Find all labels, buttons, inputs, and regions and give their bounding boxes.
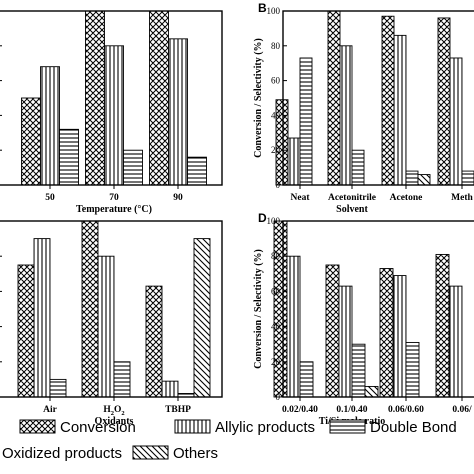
bar-double-bond-0 xyxy=(299,57,313,186)
legend-label: Others xyxy=(173,445,218,462)
bar-double-bond-1 xyxy=(113,361,131,398)
legend-label: Conversion xyxy=(60,419,136,436)
bar-allylic-products-3 xyxy=(448,285,463,398)
legend-swatch xyxy=(19,419,56,434)
y-tick-label: 20 xyxy=(271,357,281,367)
y-axis-label: Conversion / Selectivity (%) xyxy=(253,249,264,369)
y-tick-label: 100 xyxy=(267,216,281,226)
bar-allylic-products-1 xyxy=(339,45,353,186)
bar-conversion-0 xyxy=(273,220,288,398)
bar-double-bond-1 xyxy=(351,343,366,398)
y-tick-label: 40 xyxy=(271,322,281,332)
plot-frame xyxy=(282,10,474,186)
legend-label: Allylic products xyxy=(215,419,315,436)
bar-conversion-3 xyxy=(437,17,451,186)
x-tick-label: 0.02/0.40 xyxy=(282,405,318,415)
bar-double-bond-2 xyxy=(187,156,207,186)
chart-panel-b: 0 20 40 60 80 100 Neat Acetonitrile Acetone Meth S… xyxy=(253,1,474,215)
legend-label: Oxidized products xyxy=(2,445,122,462)
bar-double-bond-3 xyxy=(461,170,474,186)
bar-allylic-products-0 xyxy=(40,66,60,186)
y-tick-label: 60 xyxy=(271,76,281,86)
x-tick-label: H2O2 xyxy=(103,405,124,417)
x-tick-label: 70 xyxy=(109,193,119,203)
bar-conversion-0 xyxy=(21,97,41,186)
y-tick-label: 0 xyxy=(276,392,281,402)
plot-frame xyxy=(282,220,474,398)
x-tick-label: Acetone xyxy=(390,193,423,203)
legend-swatch xyxy=(329,419,366,434)
bar-conversion-1 xyxy=(327,10,341,186)
bar-conversion-1 xyxy=(85,10,105,186)
y-tick-label: 0 xyxy=(276,180,281,190)
y-tick-label: 60 xyxy=(271,286,281,296)
bar-double-bond-2 xyxy=(405,170,419,186)
legend-swatch xyxy=(174,419,211,434)
bar-conversion-0 xyxy=(17,264,35,398)
x-tick-label: Meth xyxy=(451,193,473,203)
y-tick-label: 40 xyxy=(271,110,281,120)
y-tick-label: 100 xyxy=(267,6,281,16)
bar-allylic-products-3 xyxy=(449,57,463,186)
legend-item-others: Others xyxy=(132,445,218,462)
bar-allylic-products-2 xyxy=(392,275,407,398)
bar-allylic-products-1 xyxy=(97,255,115,398)
x-tick-label: Air xyxy=(43,405,58,415)
bar-double-bond-2 xyxy=(405,341,420,398)
y-tick-label: 80 xyxy=(271,41,281,51)
bar-conversion-3 xyxy=(435,253,450,398)
x-tick-label: 0.1/0.40 xyxy=(336,405,367,415)
bar-others-2 xyxy=(193,238,211,398)
bar-allylic-products-0 xyxy=(286,255,301,398)
x-axis-label: Temperature (°C) xyxy=(76,204,152,215)
legend: Conversion Allylic products Double Bond Oxi… xyxy=(2,419,457,462)
bar-double-bond-0 xyxy=(59,128,79,186)
chart-panel-c: Air H2O2 TBHP Oxidants xyxy=(0,220,223,427)
plot-frame xyxy=(0,220,223,398)
x-axis-label: Solvent xyxy=(336,204,368,215)
x-axis-label: Oxidants xyxy=(95,416,134,427)
bar-double-bond-1 xyxy=(351,149,365,186)
plot-frame xyxy=(0,10,223,186)
legend-item-allylic-products: Allylic products xyxy=(174,419,315,436)
bar-allylic-products-2 xyxy=(393,34,407,186)
chart-panel-a: 50 70 90 Temperature (°C) xyxy=(0,10,223,215)
bar-allylic-products-1 xyxy=(338,285,353,398)
legend-item-oxidized-products: Oxidized products xyxy=(2,445,122,462)
chart-panel-d: 0 20 40 60 80 100 0.02/0.40 0.1/0.40 0.06/0.60 0.… xyxy=(253,211,474,427)
x-tick-label: 0.06/ xyxy=(452,405,472,415)
y-axis-label: Conversion / Selectivity (%) xyxy=(253,38,264,158)
legend-label: Double Bond xyxy=(370,419,457,436)
x-tick-label: 50 xyxy=(45,193,55,203)
panel-label: D xyxy=(258,211,267,225)
y-tick-label: 20 xyxy=(271,145,281,155)
bar-others-2 xyxy=(417,174,431,186)
bar-allylic-products-2 xyxy=(161,380,179,398)
bar-conversion-1 xyxy=(325,264,340,398)
bar-conversion-2 xyxy=(379,268,394,398)
x-tick-label: 90 xyxy=(173,193,183,203)
bar-conversion-2 xyxy=(381,15,395,186)
panel-label: B xyxy=(258,1,267,15)
bar-conversion-2 xyxy=(145,285,163,398)
legend-item-conversion: Conversion xyxy=(19,419,136,436)
legend-item-double-bond: Double Bond xyxy=(329,419,457,436)
bar-double-bond-1 xyxy=(123,149,143,186)
bar-allylic-products-0 xyxy=(33,238,51,398)
x-tick-label: 0.06/0.60 xyxy=(388,405,424,415)
bar-allylic-products-1 xyxy=(104,45,124,186)
bar-allylic-products-0 xyxy=(287,137,301,186)
bar-conversion-1 xyxy=(81,220,99,398)
bar-others-1 xyxy=(364,385,379,398)
bar-conversion-2 xyxy=(149,10,169,186)
bar-double-bond-0 xyxy=(49,378,67,398)
y-tick-label: 80 xyxy=(271,251,281,261)
bar-double-bond-0 xyxy=(299,361,314,398)
x-tick-label: Neat xyxy=(291,193,311,203)
x-tick-label: Acetonitrile xyxy=(328,193,376,203)
x-tick-label: TBHP xyxy=(165,405,191,415)
bar-allylic-products-2 xyxy=(168,38,188,186)
legend-swatch xyxy=(132,445,169,460)
